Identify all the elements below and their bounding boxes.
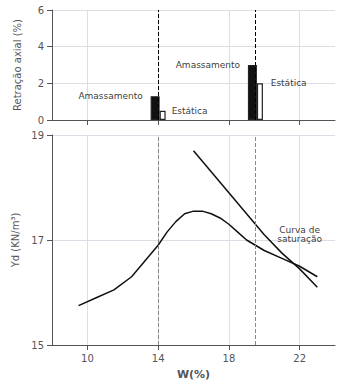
svg-text:saturação: saturação: [277, 234, 322, 244]
svg-text:4: 4: [38, 41, 44, 52]
svg-text:Estática: Estática: [271, 78, 307, 88]
svg-text:Curva de: Curva de: [279, 225, 320, 236]
svg-text:Retração axial (%): Retração axial (%): [12, 19, 23, 111]
svg-text:6: 6: [38, 5, 44, 16]
svg-text:Yd (KN/m³): Yd (KN/m³): [10, 213, 21, 269]
svg-text:2: 2: [38, 78, 44, 89]
svg-text:Amassamento: Amassamento: [78, 91, 143, 101]
svg-text:17: 17: [31, 235, 44, 246]
svg-text:18: 18: [223, 353, 236, 364]
svg-text:14: 14: [152, 353, 165, 364]
svg-text:0: 0: [38, 115, 44, 126]
svg-text:Amassamento: Amassamento: [176, 60, 241, 70]
svg-text:10: 10: [81, 353, 94, 364]
svg-text:W(%): W(%): [177, 368, 210, 381]
svg-text:19: 19: [31, 130, 44, 141]
svg-text:Estática: Estática: [172, 106, 208, 116]
svg-text:15: 15: [31, 340, 44, 351]
svg-text:22: 22: [293, 353, 306, 364]
